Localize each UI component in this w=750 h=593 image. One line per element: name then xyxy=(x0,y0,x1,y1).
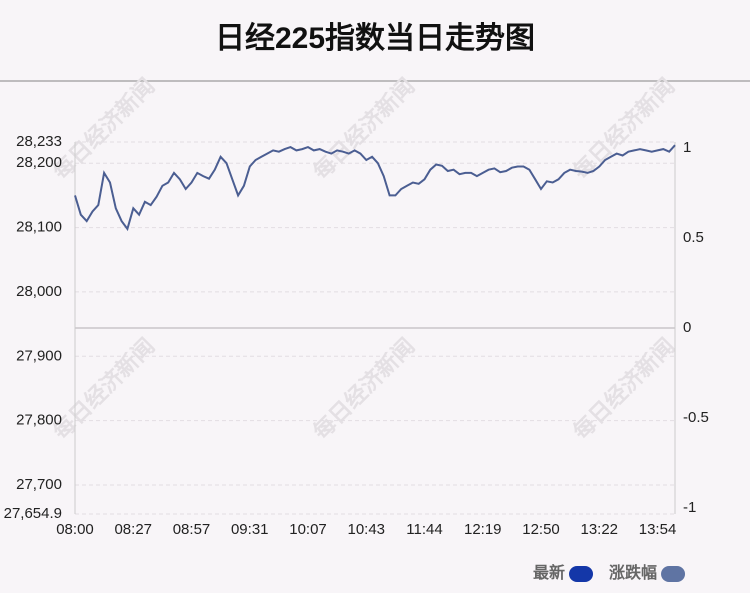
chart-title: 日经225指数当日走势图 xyxy=(215,21,535,55)
y-tick-label: 27,654.9 xyxy=(4,505,62,522)
x-tick-label: 08:57 xyxy=(173,521,211,538)
legend-swatch xyxy=(569,566,594,582)
legend-label: 最新 xyxy=(533,563,565,582)
legend-swatch xyxy=(661,566,686,582)
y-tick-label: 27,800 xyxy=(16,412,62,429)
x-tick-label: 11:44 xyxy=(406,521,442,538)
y-tick-label: 28,100 xyxy=(16,219,62,236)
y-tick-label: 27,900 xyxy=(16,347,62,364)
x-tick-label: 08:00 xyxy=(56,521,94,538)
x-tick-label: 12:50 xyxy=(522,521,560,538)
x-tick-label: 12:19 xyxy=(464,521,502,538)
y-tick-label: 27,700 xyxy=(16,476,62,493)
x-tick-label: 13:22 xyxy=(580,521,618,538)
legend-label: 涨跌幅 xyxy=(609,563,657,582)
x-tick-label: 10:07 xyxy=(289,521,327,538)
y2-tick-label: -1 xyxy=(683,499,696,516)
y-tick-label: 28,200 xyxy=(16,154,62,171)
x-tick-label: 13:54 xyxy=(639,521,677,538)
y-tick-label: 28,233 xyxy=(16,133,62,150)
x-tick-label: 10:43 xyxy=(347,521,385,538)
y2-tick-label: 0.5 xyxy=(683,229,704,246)
y2-tick-label: 0 xyxy=(683,319,691,336)
y2-tick-label: 1 xyxy=(683,139,691,156)
y-tick-label: 28,000 xyxy=(16,283,62,300)
x-tick-label: 08:27 xyxy=(114,521,152,538)
price-line xyxy=(74,144,676,232)
y2-tick-label: -0.5 xyxy=(683,409,709,426)
x-tick-label: 09:31 xyxy=(231,521,269,538)
